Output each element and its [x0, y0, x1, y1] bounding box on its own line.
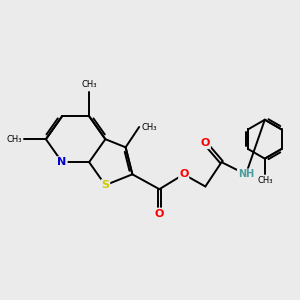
Text: S: S: [101, 180, 110, 190]
Text: CH₃: CH₃: [81, 80, 97, 89]
Text: O: O: [201, 138, 210, 148]
Text: CH₃: CH₃: [6, 135, 22, 144]
Text: N: N: [58, 157, 67, 167]
Text: CH₃: CH₃: [142, 122, 157, 131]
Text: NH: NH: [238, 169, 254, 179]
Text: O: O: [179, 169, 188, 179]
Text: CH₃: CH₃: [257, 176, 272, 185]
Text: O: O: [155, 208, 164, 218]
